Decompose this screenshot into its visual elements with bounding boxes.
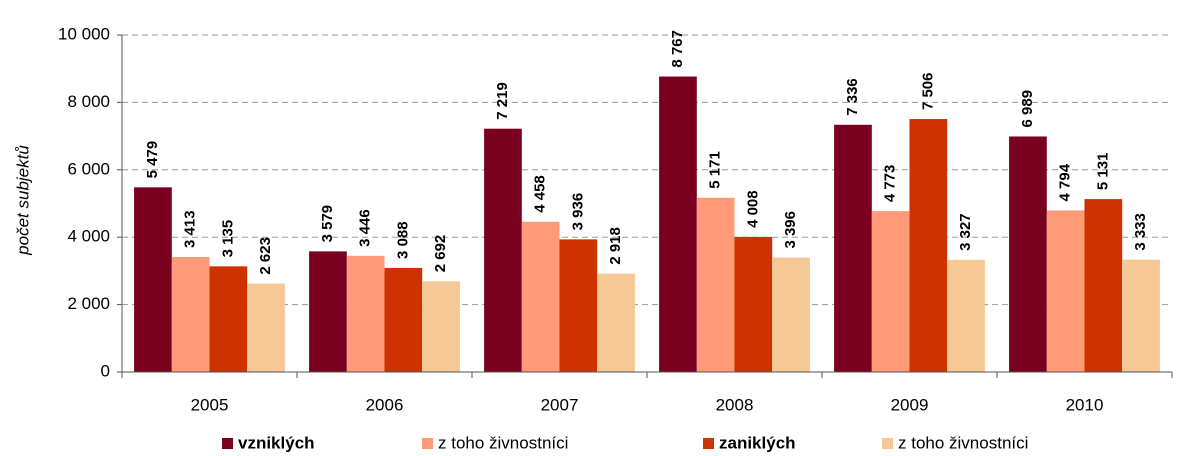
value-label: 3 936 xyxy=(569,193,586,231)
bar xyxy=(597,273,635,372)
bar xyxy=(1084,199,1123,372)
value-label: 7 506 xyxy=(919,73,936,111)
value-label: 5 131 xyxy=(1094,153,1111,191)
value-label: 7 336 xyxy=(844,78,861,116)
value-label: 3 396 xyxy=(782,211,799,249)
value-label: 3 327 xyxy=(957,213,974,251)
value-label: 2 623 xyxy=(257,237,274,275)
x-tick-label: 2009 xyxy=(891,395,929,414)
value-label: 4 773 xyxy=(882,165,899,203)
bar xyxy=(422,281,460,372)
bar xyxy=(209,266,248,372)
y-tick-label: 8 000 xyxy=(67,92,110,111)
x-tick-label: 2008 xyxy=(716,395,754,414)
x-tick-label: 2006 xyxy=(366,395,404,414)
y-tick-label: 2 000 xyxy=(67,294,110,313)
value-label: 5 171 xyxy=(707,151,724,189)
legend-swatch xyxy=(222,438,233,449)
value-label: 4 794 xyxy=(1057,163,1074,201)
value-label: 2 692 xyxy=(432,235,449,273)
y-tick-label: 6 000 xyxy=(67,159,110,178)
legend-label: z toho živnostníci xyxy=(898,433,1028,452)
bar xyxy=(521,221,560,372)
bar xyxy=(134,187,172,372)
bar xyxy=(484,128,522,372)
bar xyxy=(734,236,773,372)
value-label: 4 458 xyxy=(532,175,549,213)
value-label: 3 446 xyxy=(357,209,374,247)
value-label: 5 479 xyxy=(144,141,161,179)
legend-swatch xyxy=(882,438,893,449)
bar xyxy=(696,197,735,372)
value-label: 7 219 xyxy=(494,82,511,120)
value-label: 6 989 xyxy=(1019,90,1036,128)
y-tick-label: 10 000 xyxy=(58,24,110,43)
x-tick-label: 2005 xyxy=(191,395,229,414)
bar xyxy=(1046,210,1085,372)
bar xyxy=(871,211,910,372)
value-label: 8 767 xyxy=(669,30,686,68)
bar xyxy=(171,256,210,372)
y-tick-label: 4 000 xyxy=(67,227,110,246)
y-tick-label: 0 xyxy=(101,361,110,380)
bar xyxy=(384,267,423,372)
bar xyxy=(909,119,948,373)
bar xyxy=(772,257,810,372)
bar xyxy=(1009,136,1047,372)
value-label: 2 918 xyxy=(607,227,624,265)
value-label: 3 333 xyxy=(1132,213,1149,251)
legend-label: zaniklých xyxy=(719,433,796,452)
value-label: 3 579 xyxy=(319,205,336,243)
legend-label: vzniklých xyxy=(238,433,315,452)
value-label: 4 008 xyxy=(744,190,761,228)
legend-swatch xyxy=(422,438,433,449)
bar xyxy=(309,251,347,372)
bar xyxy=(947,259,985,372)
bar xyxy=(1122,259,1160,372)
value-label: 3 088 xyxy=(394,221,411,259)
value-label: 3 413 xyxy=(182,210,199,248)
x-tick-label: 2007 xyxy=(541,395,579,414)
bar xyxy=(559,239,598,372)
value-label: 3 135 xyxy=(219,220,236,258)
y-axis-label: počet subjektů xyxy=(13,145,32,256)
x-tick-label: 2010 xyxy=(1066,395,1104,414)
bar xyxy=(659,76,697,373)
bar xyxy=(834,124,872,373)
bar xyxy=(346,255,385,372)
legend-label: z toho živnostníci xyxy=(438,433,568,452)
legend-swatch xyxy=(703,438,714,449)
bar xyxy=(247,283,285,372)
